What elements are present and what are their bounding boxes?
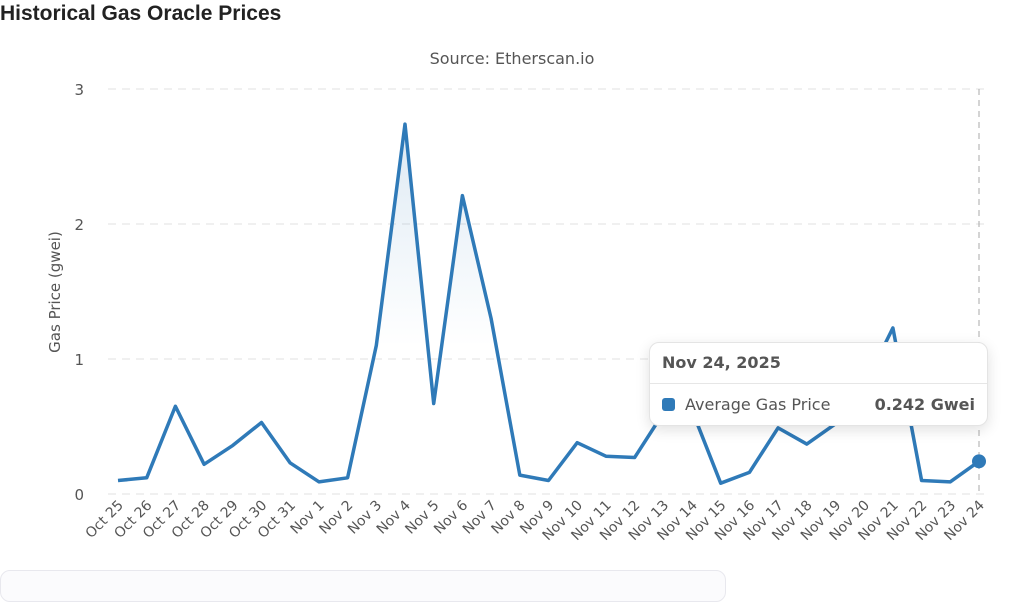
next-card [0,570,726,602]
y-tick-label: 1 [74,351,84,369]
tooltip-value: 0.242 Gwei [874,395,975,414]
y-tick-label: 0 [74,486,84,504]
tooltip-date: Nov 24, 2025 [650,343,987,384]
chart-subtitle: Source: Etherscan.io [429,49,595,68]
y-tick-label: 2 [74,216,84,234]
chart-tooltip: Nov 24, 2025 Average Gas Price 0.242 Gwe… [649,342,988,426]
y-axis-label: Gas Price (gwei) [46,231,64,353]
tooltip-series-name: Average Gas Price [685,395,831,414]
highlighted-point [972,454,986,469]
page-title: Historical Gas Oracle Prices [0,2,282,25]
series-area [118,124,979,494]
y-tick-label: 3 [74,81,84,99]
series-swatch-icon [662,398,675,411]
